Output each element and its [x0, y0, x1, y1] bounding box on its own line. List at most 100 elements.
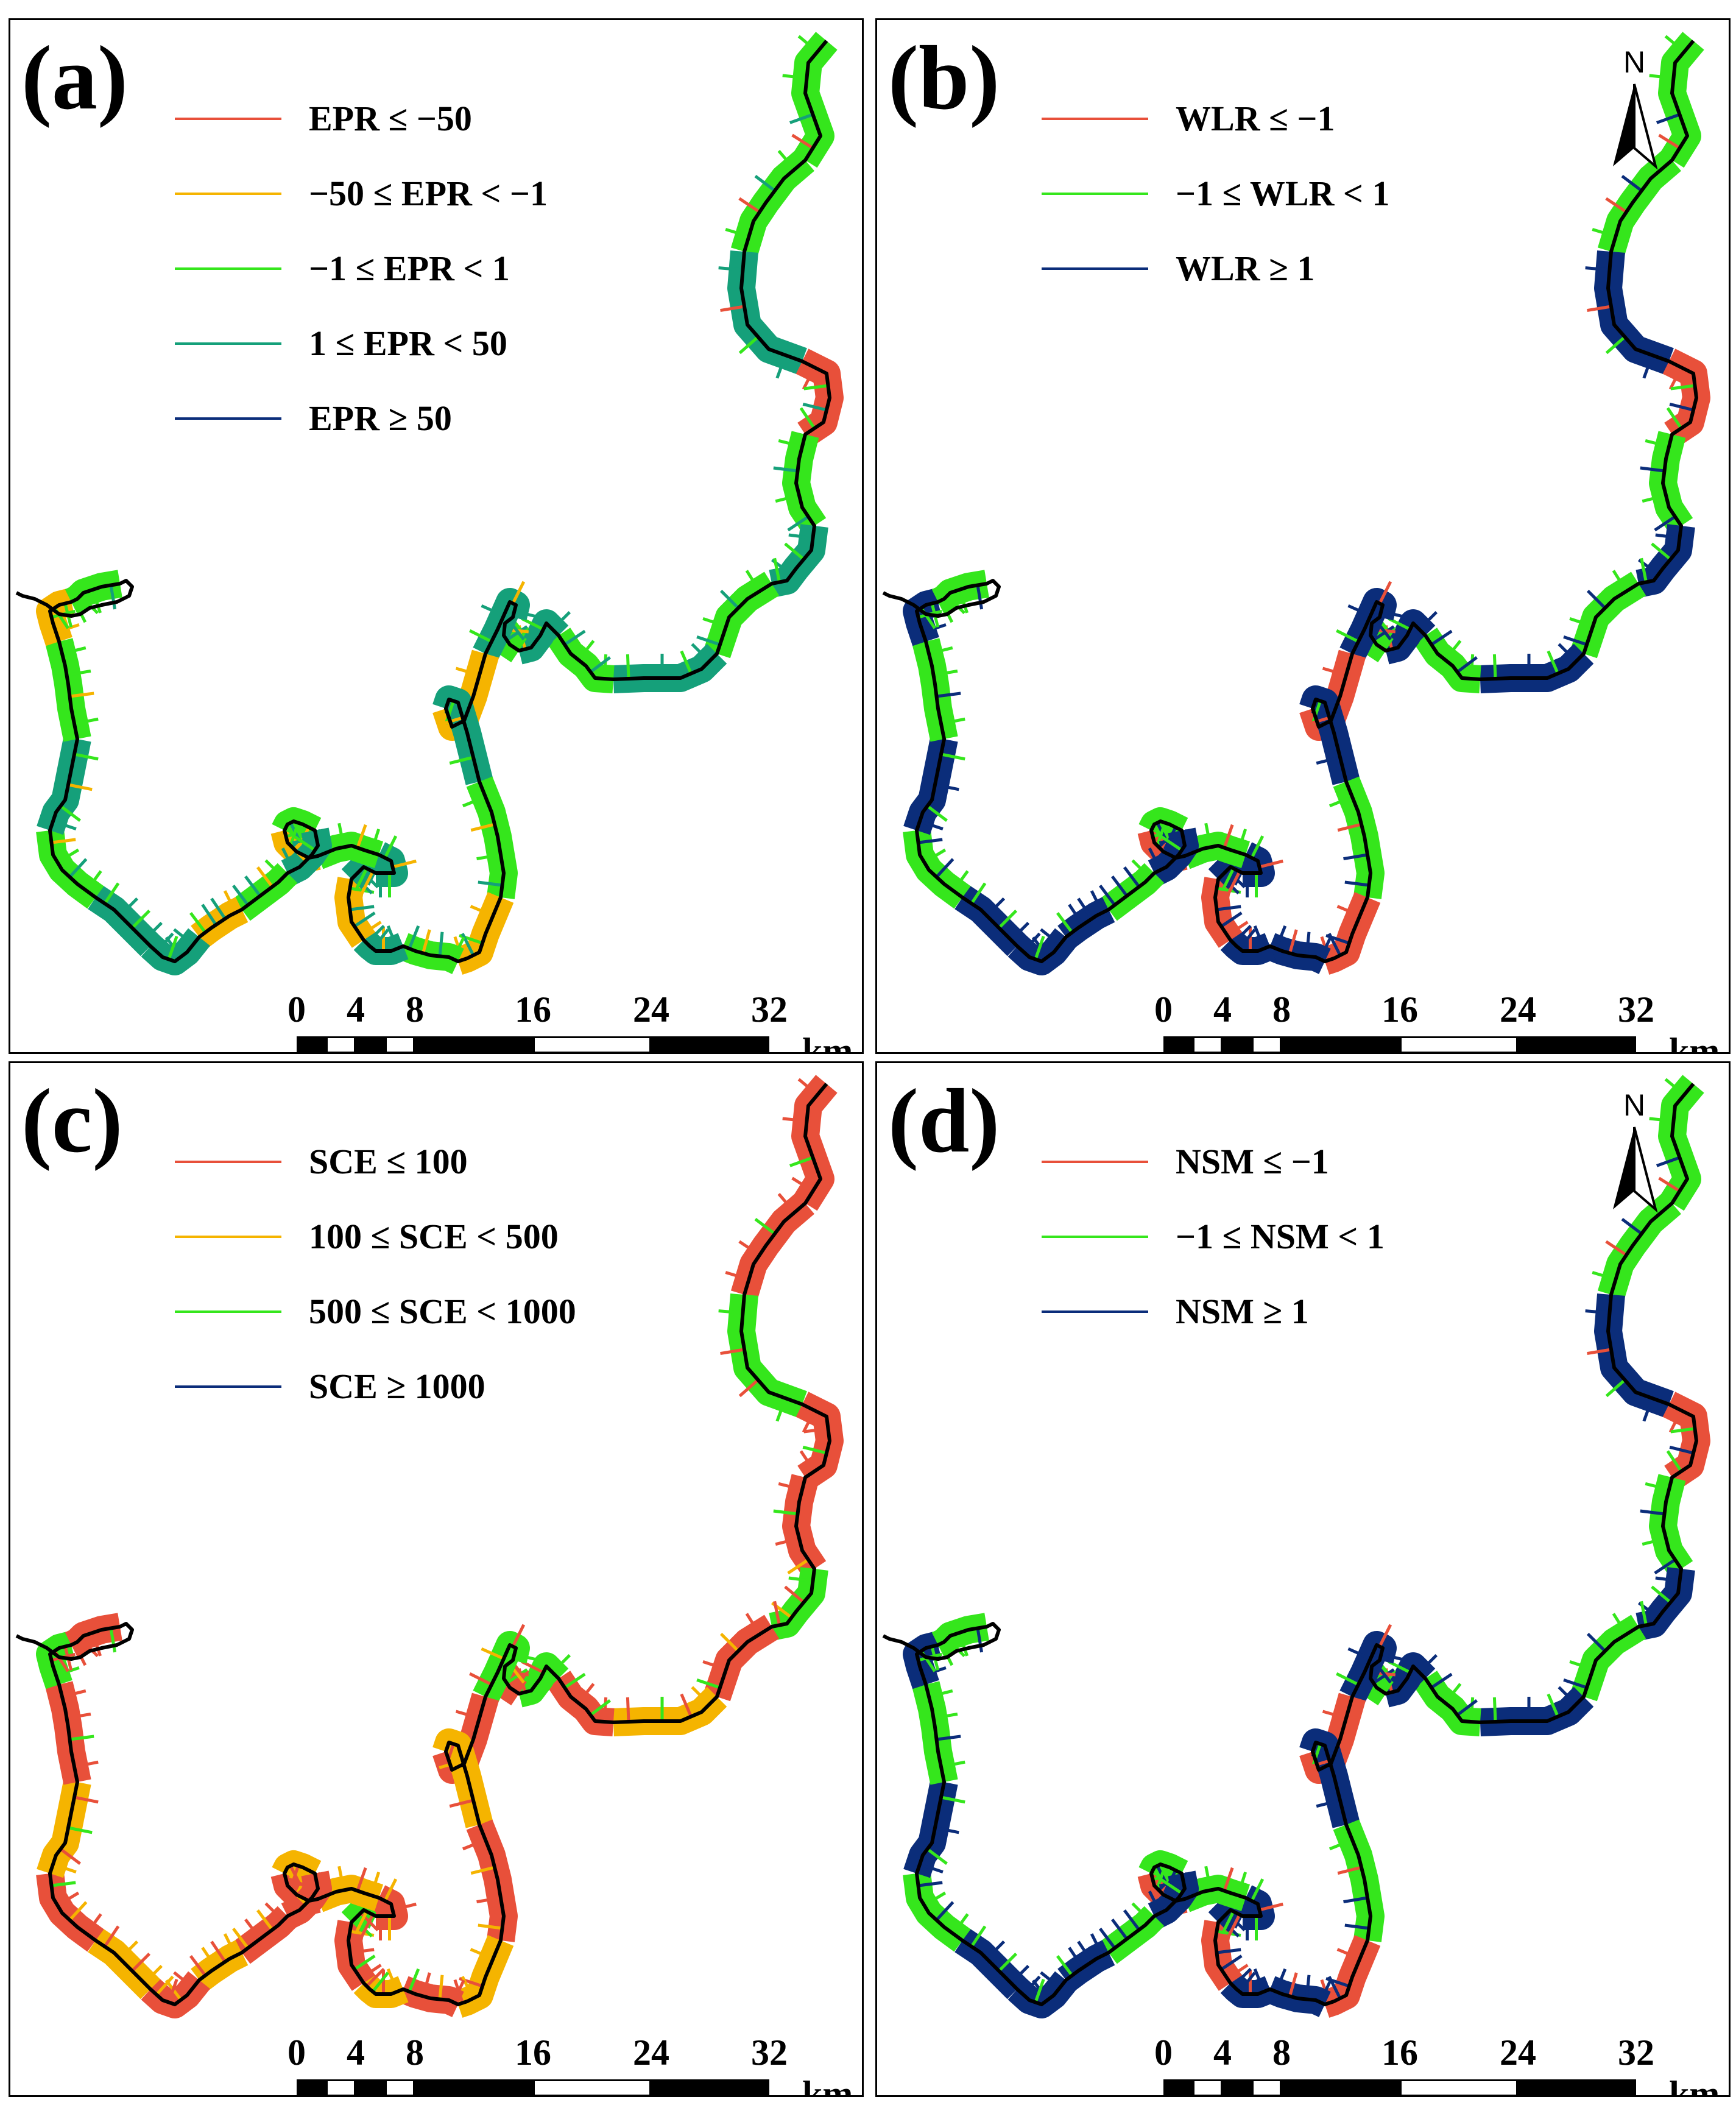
transect-line — [940, 1760, 965, 1769]
legend-swatch — [175, 1235, 281, 1238]
transect-line — [1569, 1660, 1593, 1671]
transect-line — [452, 936, 465, 960]
scale-tick-label: 16 — [515, 989, 551, 1030]
transect-line — [1642, 1537, 1667, 1546]
transect-line — [1592, 228, 1617, 238]
transect-line — [365, 924, 386, 944]
transect-line — [143, 1964, 163, 1984]
transect-line — [802, 1445, 827, 1455]
transect-line — [1456, 1699, 1478, 1716]
transect-line — [577, 640, 595, 661]
transect-line — [1343, 1896, 1368, 1904]
transect-line — [934, 783, 959, 791]
transect-line — [1111, 1919, 1128, 1940]
transect-line — [1621, 1218, 1643, 1235]
legend-label: WLR ≥ 1 — [1176, 249, 1315, 288]
shoreline-map — [15, 1075, 844, 2018]
transect-line — [119, 897, 139, 917]
transect-line — [1227, 1914, 1241, 1937]
legend-swatch — [175, 1160, 281, 1163]
transect-line — [455, 667, 480, 677]
scale-tick-label: 32 — [751, 2032, 788, 2073]
legend-swatch — [1042, 1160, 1148, 1163]
transect-line — [68, 1901, 88, 1922]
transect-line — [1649, 1117, 1674, 1123]
legend-item: WLR ≥ 1 — [1042, 231, 1389, 306]
transect-line — [970, 1925, 987, 1948]
transect-line — [462, 1838, 486, 1851]
north-arrow-icon: N — [1601, 1088, 1668, 1222]
scale-bar-segment — [651, 2079, 769, 2095]
transect-line — [738, 197, 761, 214]
scale-bar-segment — [1252, 1036, 1282, 1052]
transect-line — [919, 819, 944, 831]
transect-line — [143, 921, 163, 941]
transect-line — [803, 384, 828, 391]
transect-line — [478, 880, 503, 887]
transect-line — [521, 617, 545, 631]
transect-line — [1305, 932, 1311, 957]
transect-line — [91, 589, 102, 614]
transect-line — [934, 1826, 959, 1834]
transect-line — [775, 1537, 800, 1546]
transect-line — [1372, 1668, 1395, 1685]
transect-line — [478, 1923, 503, 1930]
transect-line — [1288, 929, 1298, 954]
transect-line — [1670, 384, 1695, 391]
scale-tick-label: 16 — [1381, 989, 1418, 1030]
legend-swatch — [175, 1310, 281, 1313]
transect-line — [1669, 402, 1694, 412]
transect-line — [1238, 928, 1256, 950]
transect-line — [803, 1427, 828, 1434]
transect-line — [506, 625, 528, 642]
legend-item: 100 ≤ SCE < 500 — [175, 1199, 576, 1274]
transect-line — [1022, 1975, 1041, 1996]
transect-line — [223, 890, 238, 914]
transect-line — [1656, 113, 1681, 124]
legend-label: WLR ≤ −1 — [1176, 99, 1335, 138]
legend-label: −1 ≤ WLR < 1 — [1176, 174, 1390, 213]
transect-line — [1237, 1872, 1247, 1896]
transect-line — [933, 669, 958, 677]
transect-line — [933, 1712, 958, 1720]
scale-bar: 0 4 8 16 24 32 km — [1154, 989, 1724, 1052]
scale-bar-segment — [326, 1036, 356, 1052]
transect-line — [1655, 1576, 1680, 1583]
transect-line — [1237, 829, 1247, 853]
coastline — [882, 40, 1698, 963]
transect-line — [444, 700, 455, 725]
scale-bar-segment — [533, 2079, 651, 2095]
legend: NSM ≤ −1 −1 ≤ NSM < 1 NSM ≥ 1 — [1042, 1124, 1385, 1349]
legend-item: −1 ≤ WLR < 1 — [1042, 156, 1389, 231]
transect-line — [928, 646, 953, 656]
legend-label: EPR ≥ 50 — [309, 398, 452, 438]
transect-line — [691, 643, 711, 663]
transect-line — [1444, 640, 1462, 661]
transect-line — [1605, 336, 1626, 355]
scale-tick-label: 4 — [347, 2032, 365, 2073]
transect-line — [777, 1193, 796, 1214]
transect-line — [1010, 1964, 1030, 1984]
transect-line — [1316, 755, 1341, 765]
shoreline-map — [882, 32, 1710, 975]
transect-line — [680, 1693, 693, 1717]
transect-line — [513, 609, 538, 619]
transect-line — [998, 909, 1018, 929]
panel-label: (b) — [888, 27, 1000, 129]
transect-line — [1226, 921, 1249, 937]
scale-bar-segment — [356, 1036, 385, 1052]
transect-line — [928, 1689, 953, 1699]
transect-line — [986, 897, 1006, 917]
transect-line — [1642, 493, 1667, 503]
transect-line — [1160, 835, 1183, 852]
scale-bar-segment — [1193, 2079, 1223, 2095]
transect-line — [1337, 822, 1362, 832]
transect-line — [1380, 1652, 1405, 1662]
scale-bar: 0 4 8 16 24 32 km — [288, 989, 857, 1052]
transect-line — [469, 629, 493, 643]
transect-line — [256, 1909, 273, 1931]
transect-line — [799, 407, 816, 430]
transect-line — [173, 1971, 194, 1989]
transect-line — [408, 1968, 420, 1992]
transect-line — [392, 1902, 417, 1912]
